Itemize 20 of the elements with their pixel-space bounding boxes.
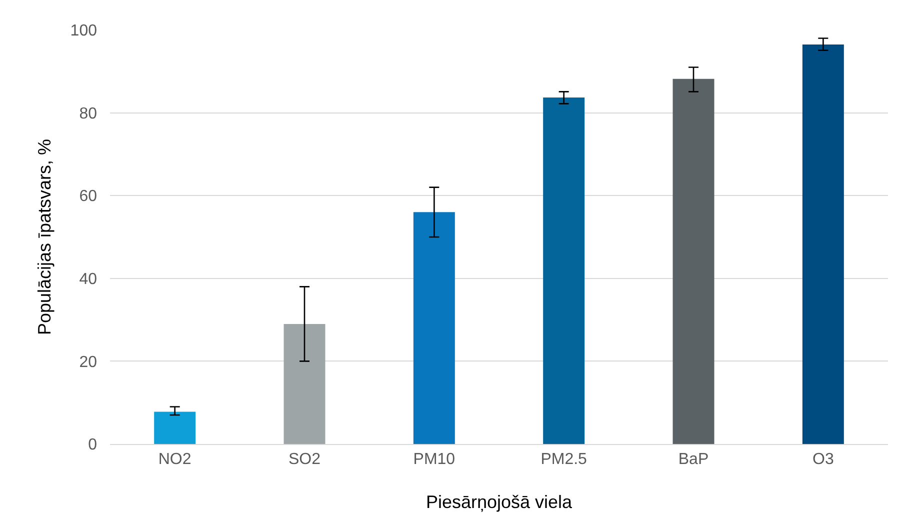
x-axis-title: Piesārņojošā viela bbox=[426, 492, 574, 512]
x-tick-label: O3 bbox=[812, 451, 834, 468]
bar bbox=[672, 78, 714, 444]
y-tick-label: 20 bbox=[79, 354, 98, 371]
bar bbox=[413, 212, 455, 444]
bar bbox=[154, 412, 196, 444]
y-tick-label: 60 bbox=[79, 188, 98, 206]
y-tick-label: 0 bbox=[88, 436, 98, 454]
x-tick-label: NO2 bbox=[158, 451, 192, 468]
y-tick-label: 40 bbox=[79, 271, 98, 288]
bar bbox=[802, 44, 844, 444]
x-tick-label: BaP bbox=[678, 451, 709, 468]
bar bbox=[543, 97, 585, 444]
x-tick-label: PM10 bbox=[413, 451, 456, 468]
y-axis-title: Populācijas īpatsvars, % bbox=[34, 138, 54, 336]
y-tick-label: 80 bbox=[79, 105, 98, 122]
bar bbox=[284, 324, 326, 444]
y-tick-label: 100 bbox=[70, 22, 98, 40]
x-tick-label: PM2.5 bbox=[540, 451, 588, 468]
x-tick-label: SO2 bbox=[288, 451, 321, 468]
